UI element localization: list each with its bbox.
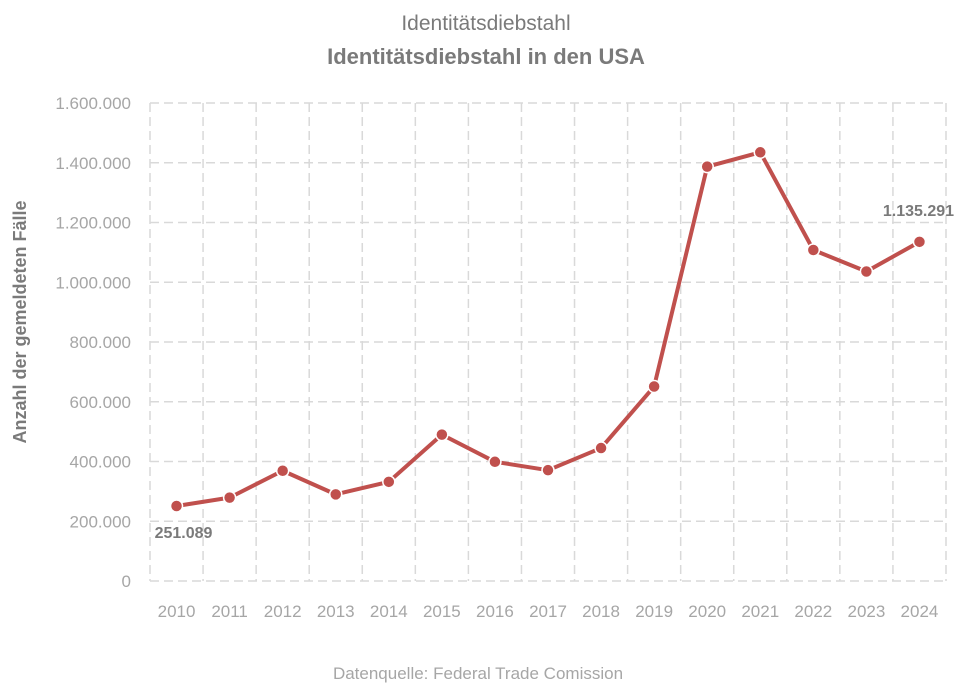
data-point	[222, 490, 237, 505]
y-tick-label: 400.000	[70, 453, 131, 472]
x-tick-label: 2012	[264, 602, 302, 621]
data-point	[753, 145, 768, 160]
chart-title: Identitätsdiebstahl in den USA	[327, 44, 645, 69]
data-point	[382, 475, 396, 489]
y-tick-labels: 0 200.000 400.000 600.000 800.000 1.000.000 1.…	[55, 94, 131, 591]
data-point	[169, 499, 184, 513]
x-tick-label: 2022	[794, 602, 832, 621]
data-point	[328, 487, 343, 502]
y-tick-label: 800.000	[70, 333, 131, 352]
x-tick-label: 2017	[529, 602, 567, 621]
data-label: 1.135.291	[883, 203, 954, 220]
data-point	[912, 235, 927, 249]
series-line	[174, 150, 922, 508]
data-point	[435, 427, 449, 442]
y-tick-label: 0	[122, 572, 131, 591]
x-tick-label: 2010	[158, 602, 196, 621]
x-tick-label: 2014	[370, 602, 408, 621]
data-point	[594, 441, 608, 455]
y-tick-label: 600.000	[70, 393, 131, 412]
data-label: 251.089	[155, 525, 213, 542]
data-point	[806, 243, 821, 257]
y-tick-label: 1.000.000	[55, 273, 131, 292]
data-point	[700, 159, 714, 174]
y-tick-label: 200.000	[70, 512, 131, 531]
y-tick-label: 1.400.000	[55, 154, 131, 173]
x-tick-label: 2019	[635, 602, 673, 621]
x-tick-label: 2020	[688, 602, 726, 621]
source-note: Datenquelle: Federal Trade Comission	[333, 664, 623, 683]
grid	[149, 102, 947, 582]
x-tick-labels: 2010 2011 2012 2013 2014 2015 2016 2017 2018 2019…	[158, 602, 939, 621]
x-tick-label: 2018	[582, 602, 620, 621]
data-labels: 251.089 1.135.291	[155, 203, 955, 542]
data-point	[488, 455, 502, 469]
x-tick-label: 2015	[423, 602, 461, 621]
y-tick-label: 1.200.000	[55, 214, 131, 233]
data-point	[859, 264, 874, 279]
x-tick-label: 2021	[741, 602, 779, 621]
x-tick-label: 2013	[317, 602, 355, 621]
x-tick-label: 2024	[901, 602, 939, 621]
x-tick-label: 2023	[847, 602, 885, 621]
x-tick-label: 2016	[476, 602, 514, 621]
y-axis-label: Anzahl der gemeldeten Fälle	[10, 200, 30, 443]
data-point	[275, 464, 290, 478]
data-point	[647, 379, 661, 394]
x-tick-label: 2011	[211, 602, 248, 621]
y-tick-label: 1.600.000	[55, 94, 131, 113]
chart-supertitle: Identitätsdiebstahl	[401, 12, 570, 35]
series-0	[169, 145, 927, 513]
data-point	[541, 463, 555, 477]
